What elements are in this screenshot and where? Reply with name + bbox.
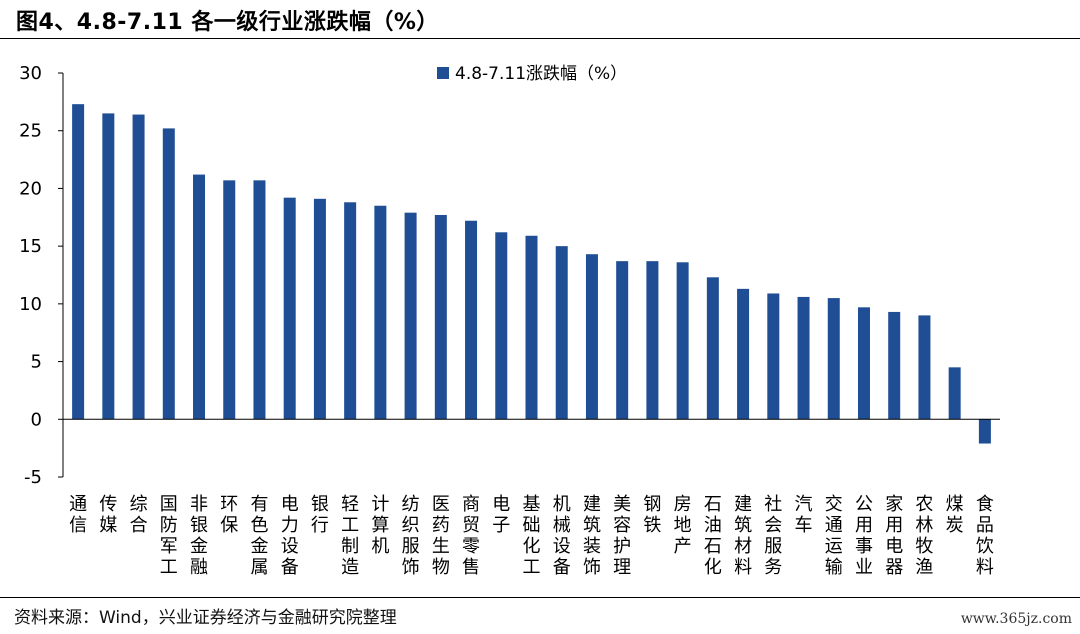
bar-19	[616, 261, 629, 420]
category-label: 通信	[69, 494, 87, 536]
bar-29	[918, 315, 931, 420]
bar-30	[948, 367, 961, 420]
bar-2	[102, 113, 115, 420]
category-label: 基础化工	[523, 494, 541, 578]
category-label: 交通运输	[825, 494, 843, 578]
category-label: 煤炭	[946, 494, 964, 536]
category-label: 建筑装饰	[583, 494, 601, 578]
category-label: 钢铁	[643, 494, 661, 536]
y-tick-label: 15	[19, 236, 42, 257]
title-divider	[0, 38, 1080, 39]
legend-swatch	[437, 67, 449, 79]
bar-13	[434, 214, 447, 420]
bars	[72, 104, 991, 444]
category-label: 纺织服饰	[402, 494, 420, 578]
bar-chart: 4.8-7.11涨跌幅（%） -5 0 5 10 15 20 25 30 通信传媒综合国防军工…	[19, 63, 1000, 578]
bar-14	[465, 220, 478, 420]
bar-22	[706, 277, 719, 420]
category-label: 机械设备	[553, 494, 571, 578]
y-tick-label: 25	[19, 121, 42, 142]
bar-16	[525, 235, 538, 420]
bar-25	[797, 296, 810, 420]
y-axis: -5 0 5 10 15 20 25 30	[19, 63, 64, 488]
watermark: www.365jz.com	[960, 611, 1072, 627]
source-note: 资料来源：Wind，兴业证券经济与金融研究院整理	[14, 608, 397, 628]
bar-24	[767, 293, 780, 420]
category-labels: 通信传媒综合国防军工非银金融环保有色金属电力设备银行轻工制造计算机纺织服饰医药生…	[69, 494, 994, 578]
bar-23	[737, 288, 750, 420]
category-label: 电子	[492, 494, 510, 536]
bar-8	[283, 197, 296, 420]
y-tick-label: -5	[24, 467, 42, 488]
bar-27	[857, 307, 870, 420]
category-label: 医药生物	[432, 494, 450, 578]
legend-label: 4.8-7.11涨跌幅（%）	[455, 64, 627, 84]
bar-15	[495, 232, 508, 420]
category-label: 电力设备	[281, 494, 299, 578]
bar-17	[555, 246, 568, 420]
category-label: 家用电器	[885, 494, 903, 578]
bar-5	[193, 174, 206, 420]
y-tick-label: 5	[31, 352, 42, 373]
category-label: 石油石化	[704, 494, 722, 578]
category-label: 汽车	[795, 494, 813, 536]
category-label: 环保	[220, 494, 238, 536]
chart-title: 图4、4.8-7.11 各一级行业涨跌幅（%）	[16, 10, 439, 35]
category-label: 食品饮料	[976, 494, 994, 578]
y-tick-label: 0	[31, 409, 42, 430]
category-label: 传媒	[99, 494, 117, 536]
category-label: 建筑材料	[734, 494, 752, 578]
category-label: 有色金属	[250, 494, 268, 578]
bar-21	[676, 262, 689, 420]
category-label: 综合	[130, 494, 148, 536]
bar-20	[646, 261, 659, 420]
category-label: 轻工制造	[341, 494, 359, 578]
footer-divider	[0, 597, 1080, 598]
category-label: 农林牧渔	[915, 494, 933, 578]
category-label: 美容护理	[613, 494, 631, 578]
bar-6	[223, 180, 236, 420]
bar-31	[978, 419, 991, 444]
y-tick-label: 10	[19, 294, 42, 315]
y-tick-label: 30	[19, 63, 42, 84]
category-label: 非银金融	[190, 494, 208, 578]
category-label: 房地产	[674, 494, 692, 557]
bar-18	[585, 254, 598, 420]
category-label: 公用事业	[855, 494, 873, 578]
bar-7	[253, 180, 266, 420]
y-tick-label: 20	[19, 178, 42, 199]
legend: 4.8-7.11涨跌幅（%）	[437, 64, 627, 84]
bar-4	[162, 128, 175, 420]
category-label: 国防军工	[160, 494, 178, 578]
bar-9	[313, 198, 326, 420]
bar-10	[344, 202, 357, 420]
bar-28	[888, 311, 901, 420]
category-label: 社会服务	[764, 494, 782, 578]
bar-11	[374, 205, 387, 420]
category-label: 商贸零售	[462, 494, 480, 578]
bar-12	[404, 212, 417, 420]
category-label: 计算机	[371, 494, 389, 557]
bar-26	[827, 298, 840, 420]
category-label: 银行	[311, 494, 329, 536]
bar-1	[72, 104, 85, 420]
bar-3	[132, 114, 145, 420]
